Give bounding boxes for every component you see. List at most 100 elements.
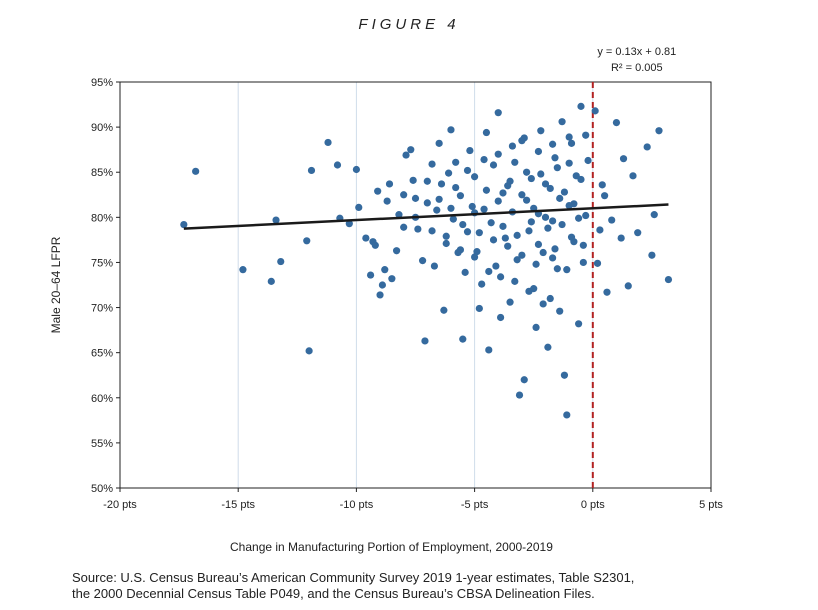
data-point bbox=[440, 306, 448, 314]
data-point bbox=[456, 192, 465, 200]
data-point bbox=[511, 277, 519, 285]
data-point bbox=[513, 256, 521, 264]
y-tick-label: 55% bbox=[91, 438, 113, 450]
data-point bbox=[482, 186, 491, 194]
data-point bbox=[565, 159, 573, 167]
data-point bbox=[563, 266, 571, 274]
y-tick-label: 80% bbox=[91, 212, 113, 224]
data-point bbox=[508, 142, 517, 150]
scatter-chart: 50% 55% 60% 65% 70% 75% 80% 85% 90% 95% -20 pts -1… bbox=[49, 46, 723, 511]
data-point bbox=[480, 205, 488, 213]
data-point bbox=[388, 275, 396, 283]
data-point bbox=[612, 119, 621, 127]
data-point bbox=[463, 166, 472, 175]
data-point bbox=[494, 150, 502, 158]
data-point bbox=[608, 216, 616, 224]
data-point bbox=[525, 287, 533, 295]
data-point bbox=[180, 220, 188, 229]
data-point bbox=[549, 217, 557, 225]
data-point bbox=[520, 376, 528, 384]
data-point bbox=[539, 248, 547, 257]
data-point bbox=[456, 246, 465, 254]
data-point bbox=[541, 213, 550, 221]
data-point bbox=[567, 139, 576, 147]
data-point bbox=[452, 183, 460, 192]
data-point bbox=[534, 147, 543, 156]
data-point bbox=[518, 191, 526, 199]
x-tick-label: -5 pts bbox=[461, 499, 489, 511]
data-point bbox=[579, 258, 587, 267]
data-point bbox=[551, 154, 559, 162]
data-point bbox=[511, 158, 519, 166]
data-point bbox=[650, 211, 658, 219]
data-point bbox=[525, 227, 533, 235]
data-point bbox=[603, 288, 611, 296]
grid bbox=[237, 82, 594, 488]
data-point bbox=[435, 139, 443, 147]
data-point bbox=[497, 273, 505, 281]
data-point bbox=[478, 280, 486, 288]
data-point bbox=[449, 215, 457, 223]
data-point bbox=[579, 241, 587, 249]
data-point bbox=[655, 127, 663, 135]
data-point bbox=[570, 200, 578, 208]
x-tick-label: -10 pts bbox=[340, 499, 374, 511]
data-point bbox=[532, 260, 540, 268]
data-point bbox=[520, 134, 528, 142]
data-point bbox=[617, 234, 625, 242]
data-point bbox=[378, 281, 387, 289]
data-point bbox=[558, 118, 566, 126]
data-point bbox=[305, 347, 313, 355]
data-point bbox=[582, 131, 590, 139]
data-point bbox=[575, 214, 583, 222]
data-point bbox=[452, 158, 460, 166]
data-point bbox=[376, 291, 384, 299]
data-point bbox=[430, 262, 439, 270]
data-point bbox=[532, 323, 540, 332]
data-point bbox=[471, 173, 479, 181]
y-tick-label: 70% bbox=[91, 303, 113, 315]
data-point bbox=[619, 155, 628, 163]
data-point bbox=[643, 143, 651, 151]
data-point bbox=[485, 267, 493, 276]
data-point bbox=[437, 180, 446, 188]
data-point bbox=[466, 146, 474, 155]
data-point bbox=[596, 226, 604, 234]
data-point bbox=[513, 231, 521, 239]
data-point bbox=[423, 177, 431, 185]
data-point bbox=[634, 229, 642, 237]
data-point bbox=[459, 335, 467, 343]
data-point bbox=[267, 277, 275, 285]
data-point bbox=[489, 236, 498, 244]
data-point bbox=[527, 218, 535, 226]
y-axis-ticks: 50% 55% 60% 65% 70% 75% 80% 85% 90% 95% bbox=[91, 77, 120, 495]
data-point bbox=[575, 320, 583, 328]
data-point bbox=[471, 253, 479, 261]
data-point bbox=[601, 192, 609, 200]
data-point bbox=[527, 174, 535, 183]
data-point bbox=[549, 140, 557, 148]
data-point bbox=[307, 166, 316, 175]
data-point bbox=[584, 156, 592, 165]
data-point bbox=[463, 228, 472, 236]
data-point bbox=[598, 181, 606, 189]
data-point bbox=[551, 245, 559, 253]
data-point bbox=[468, 202, 476, 211]
trend-r-squared: R² = 0.005 bbox=[611, 62, 663, 74]
y-tick-label: 75% bbox=[91, 257, 113, 269]
data-point bbox=[501, 234, 509, 242]
x-tick-label: 5 pts bbox=[699, 499, 723, 511]
data-point bbox=[475, 229, 483, 237]
y-tick-label: 50% bbox=[91, 483, 113, 495]
plot-frame bbox=[119, 81, 712, 489]
data-point bbox=[418, 257, 427, 265]
data-point bbox=[577, 102, 585, 110]
data-point bbox=[558, 220, 566, 229]
data-point bbox=[400, 191, 408, 199]
data-point bbox=[303, 237, 311, 245]
data-point bbox=[385, 180, 394, 188]
source-line-1: Source: U.S. Census Bureau’s American Co… bbox=[72, 570, 635, 585]
data-point bbox=[352, 165, 360, 174]
data-point bbox=[537, 127, 545, 135]
data-point bbox=[537, 170, 545, 178]
